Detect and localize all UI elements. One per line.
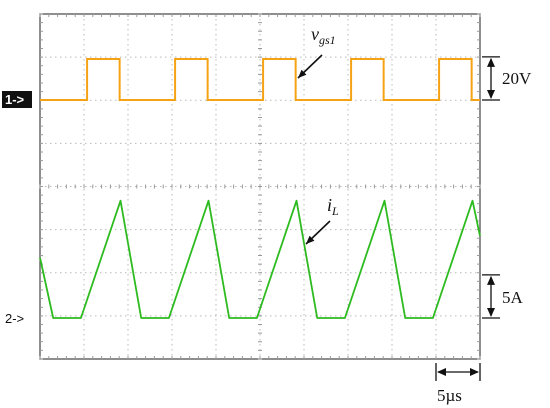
traces	[39, 58, 481, 319]
time-scale-label: 5µs	[437, 386, 462, 405]
vgs1-label-main: v	[311, 24, 319, 44]
il-label-sub: L	[331, 204, 339, 218]
channel-1-marker-box	[2, 91, 32, 108]
time-scale-head-left	[437, 368, 446, 376]
channel-markers: 1-> 2->	[2, 91, 32, 326]
grid	[39, 13, 481, 360]
current-scale-label: 5A	[502, 288, 524, 307]
channel-1-marker: 1->	[5, 92, 25, 107]
il-label-main: i	[327, 195, 332, 215]
voltage-scale-bar-head-up	[487, 57, 495, 67]
il-trace	[39, 199, 481, 319]
annotations: vgs1 iL 20V 5A 5µs	[297, 24, 532, 405]
channel-2-marker: 2->	[5, 311, 24, 326]
il-arrow-head	[306, 235, 315, 244]
voltage-scale-bar-head-down	[487, 90, 495, 99]
current-scale-bar-head-down	[487, 308, 495, 317]
vgs1-arrow-head	[298, 69, 307, 78]
time-scale-head-right	[470, 368, 479, 376]
voltage-scale-label: 20V	[502, 69, 532, 88]
vgs1-label-sub: gs1	[319, 33, 336, 47]
current-scale-bar-head-up	[487, 275, 495, 285]
il-label: iL	[327, 195, 339, 218]
vgs1-trace	[40, 58, 480, 101]
vgs1-label: vgs1	[311, 24, 336, 47]
